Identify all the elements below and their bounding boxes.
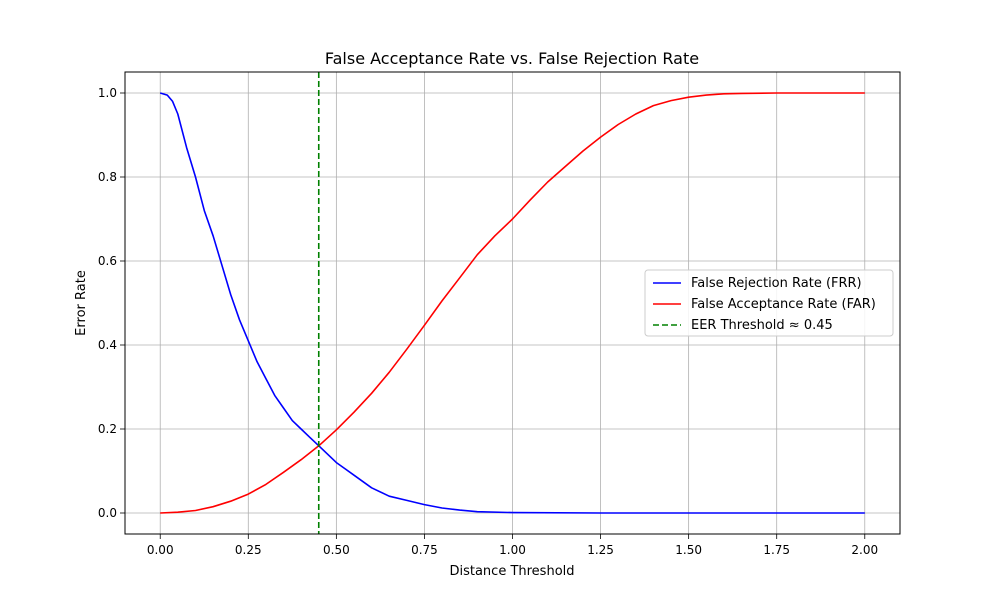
x-tick-label: 1.50 bbox=[675, 543, 702, 557]
plot-series bbox=[159, 72, 865, 534]
x-tick-label: 1.00 bbox=[499, 543, 526, 557]
legend-entry-label: EER Threshold ≈ 0.45 bbox=[691, 318, 833, 333]
y-tick-label: 0.0 bbox=[98, 506, 117, 520]
legend-box bbox=[644, 269, 894, 337]
x-tick-label: 0.00 bbox=[147, 543, 174, 557]
far-series-line bbox=[160, 92, 865, 514]
x-tick-label: 0.75 bbox=[411, 543, 438, 557]
legend: False Rejection Rate (FRR) False Acceptan… bbox=[644, 269, 894, 337]
x-tick-label: 2.00 bbox=[851, 543, 878, 557]
x-tick-label: 1.75 bbox=[763, 543, 790, 557]
axis-ticks: 0.00 0.25 0.50 0.75 1.00 1.25 1.50 1.75 2.00 0.0 0… bbox=[98, 86, 878, 557]
y-tick-label: 0.6 bbox=[98, 254, 117, 268]
x-axis-label: Distance Threshold bbox=[449, 564, 574, 579]
y-tick-label: 0.4 bbox=[98, 338, 117, 352]
x-tick-label: 0.25 bbox=[235, 543, 262, 557]
y-tick-label: 0.8 bbox=[98, 170, 117, 184]
chart-title: False Acceptance Rate vs. False Rejectio… bbox=[325, 49, 699, 68]
x-tick-label: 1.25 bbox=[587, 543, 614, 557]
legend-entry-label: False Acceptance Rate (FAR) bbox=[691, 297, 876, 312]
frr-series-line bbox=[159, 92, 865, 514]
y-tick-label: 0.2 bbox=[98, 422, 117, 436]
y-axis-label: Error Rate bbox=[74, 270, 89, 336]
y-tick-label: 1.0 bbox=[98, 86, 117, 100]
x-tick-label: 0.50 bbox=[323, 543, 350, 557]
legend-entry-label: False Rejection Rate (FRR) bbox=[691, 276, 862, 291]
